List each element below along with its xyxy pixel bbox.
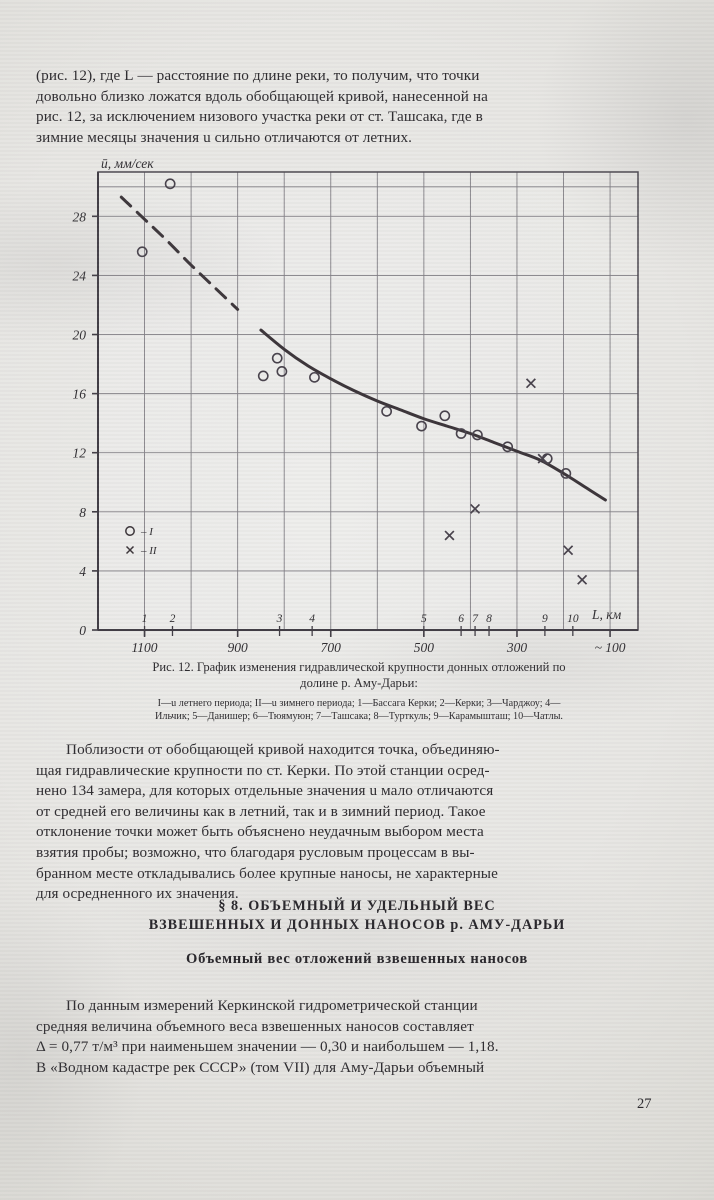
legend-label-winter: – II: [140, 545, 158, 557]
section-heading-line1: § 8. ОБЪЕМНЫЙ И УДЕЛЬНЫЙ ВЕС: [218, 898, 496, 914]
top-paragraph: (рис. 12), где L — расстояние по длине р…: [36, 66, 678, 148]
paragraph-line: отклонение точки может быть объяснено не…: [36, 823, 484, 841]
y-tick-label: 8: [79, 505, 86, 520]
paragraph-line: нено 134 замера, для которых отдельные з…: [36, 782, 494, 800]
data-points-summer: [136, 178, 572, 479]
data-point-circle: [136, 246, 148, 258]
paragraph-line: зимние месяцы значения u сильно отличают…: [36, 128, 413, 146]
paragraph-line: Поблизости от обобщающей кривой находитс…: [66, 741, 500, 758]
y-axis-ticks: 0 4 8 12 16 20 24 28: [73, 209, 98, 638]
x-tick-label: 900: [228, 640, 249, 655]
section-heading: § 8. ОБЪЕМНЫЙ И УДЕЛЬНЫЙ ВЕС ВЗВЕШЕННЫХ …: [0, 897, 714, 935]
data-point-circle: [439, 410, 451, 422]
data-point-circle: [416, 420, 427, 432]
data-point-cross: [537, 453, 548, 464]
paragraph-line: для осредненного их значения.: [36, 885, 239, 903]
y-axis-title: ū, мм/сек: [101, 156, 154, 171]
data-point-circle: [471, 429, 483, 441]
x-tick-label: 700: [321, 640, 342, 655]
figure-legend-line2: Ильчик; 5—Данишер; 6—Тюямуюн; 7—Ташсака;…: [155, 711, 563, 722]
station-number-2: 2: [170, 613, 176, 625]
figure-legend-line1: I—u летнего периода; II—u зимнего период…: [157, 698, 561, 709]
figure-caption: Рис. 12. График изменения гидравлической…: [50, 660, 668, 691]
paragraph-line: взятия пробы; возможно, что благодаря ру…: [36, 843, 475, 861]
x-tick-label: 500: [414, 640, 435, 655]
paragraph-line: бранном месте откладывались более крупны…: [36, 864, 498, 882]
y-tick-label: 20: [73, 328, 87, 343]
data-point-circle: [541, 453, 553, 465]
x-tick-label: ~ 100: [595, 640, 626, 655]
legend-circle-icon: [125, 526, 135, 536]
station-number-5: 5: [421, 613, 427, 625]
data-point-cross: [577, 574, 588, 585]
fitted-curve-dashed: [119, 195, 240, 311]
station-number-1: 1: [142, 613, 148, 625]
plot-frame: [97, 171, 639, 631]
paragraph-line: В «Водном кадастре рек СССР» (том VII) д…: [36, 1058, 485, 1076]
fitted-curve-solid: [259, 328, 607, 502]
y-tick-label: 0: [79, 623, 86, 638]
paragraph-line: рис. 12, за исключением низового участка…: [36, 108, 483, 126]
chart-gridlines: [98, 172, 638, 630]
data-point-cross: [563, 545, 574, 556]
x-axis-title: L, км: [591, 607, 622, 622]
x-axis-ticks: 1100 900 700 500 300 ~ 100: [132, 630, 626, 655]
data-point-cross: [525, 378, 536, 389]
station-number-10: 10: [567, 613, 579, 625]
body-paragraph-2: По данным измерений Керкинской гидрометр…: [36, 996, 678, 1078]
data-point-circle: [276, 366, 288, 377]
subsection-heading: Объемный вес отложений взвешенных наносо…: [0, 950, 714, 969]
y-tick-label: 28: [73, 209, 87, 224]
data-point-circle: [560, 467, 572, 479]
data-point-circle: [455, 428, 467, 439]
figure-legend-text: I—u летнего периода; II—u зимнего период…: [50, 697, 668, 723]
paragraph-line: щая гидравлические крупности по ст. Керк…: [36, 761, 490, 779]
figure-caption-line2: долине р. Аму-Дарьи:: [300, 675, 418, 690]
inplot-legend: – I – II: [125, 526, 158, 557]
data-point-circle: [257, 370, 269, 382]
paragraph-line: Δ = 0,77 т/м³ при наименьшем значении — …: [36, 1038, 499, 1056]
section-heading-line2: ВЗВЕШЕННЫХ И ДОННЫХ НАНОСОВ р. АМУ-ДАРЬИ: [148, 917, 566, 933]
data-point-circle: [164, 178, 176, 190]
paragraph-line: средняя величина объемного веса взвешенн…: [36, 1017, 474, 1035]
data-point-circle: [271, 352, 283, 364]
station-number-7: 7: [472, 613, 479, 625]
station-number-9: 9: [542, 613, 548, 625]
paragraph-line: довольно близко ложатся вдоль обобщающей…: [36, 87, 488, 105]
paragraph-line: (рис. 12), где L — расстояние по длине р…: [36, 67, 480, 84]
fitted-curve-group: [119, 195, 607, 502]
x-tick-label: 1100: [132, 640, 158, 655]
data-point-cross: [470, 503, 481, 514]
station-number-4: 4: [309, 613, 315, 625]
figure-caption-line1: Рис. 12. График изменения гидравлической…: [152, 660, 566, 674]
data-point-cross: [444, 530, 455, 541]
y-tick-label: 4: [79, 564, 86, 579]
body-paragraph-1: Поблизости от обобщающей кривой находитс…: [36, 740, 678, 905]
data-point-circle: [502, 441, 514, 453]
legend-cross-icon: [125, 545, 135, 555]
data-points-winter: [444, 378, 588, 585]
data-point-circle: [381, 405, 393, 417]
data-point-circle: [309, 371, 320, 383]
station-number-8: 8: [486, 613, 492, 625]
paragraph-line: По данным измерений Керкинской гидрометр…: [66, 997, 478, 1014]
y-tick-label: 16: [73, 387, 87, 402]
subsection-heading-text: Объемный вес отложений взвешенных наносо…: [186, 951, 528, 967]
paragraph-line: от средней его величины как в летний, та…: [36, 802, 486, 820]
y-tick-label: 24: [73, 268, 87, 283]
legend-label-summer: – I: [140, 526, 154, 538]
station-number-3: 3: [276, 613, 283, 625]
page-number: 27: [637, 1096, 652, 1112]
x-tick-label: 300: [506, 640, 528, 655]
station-number-6: 6: [458, 613, 464, 625]
station-number-labels: 1 2 3 4 5 6 7 8 9 10: [142, 613, 579, 636]
plot-background: [98, 172, 638, 630]
y-tick-label: 12: [73, 446, 87, 461]
